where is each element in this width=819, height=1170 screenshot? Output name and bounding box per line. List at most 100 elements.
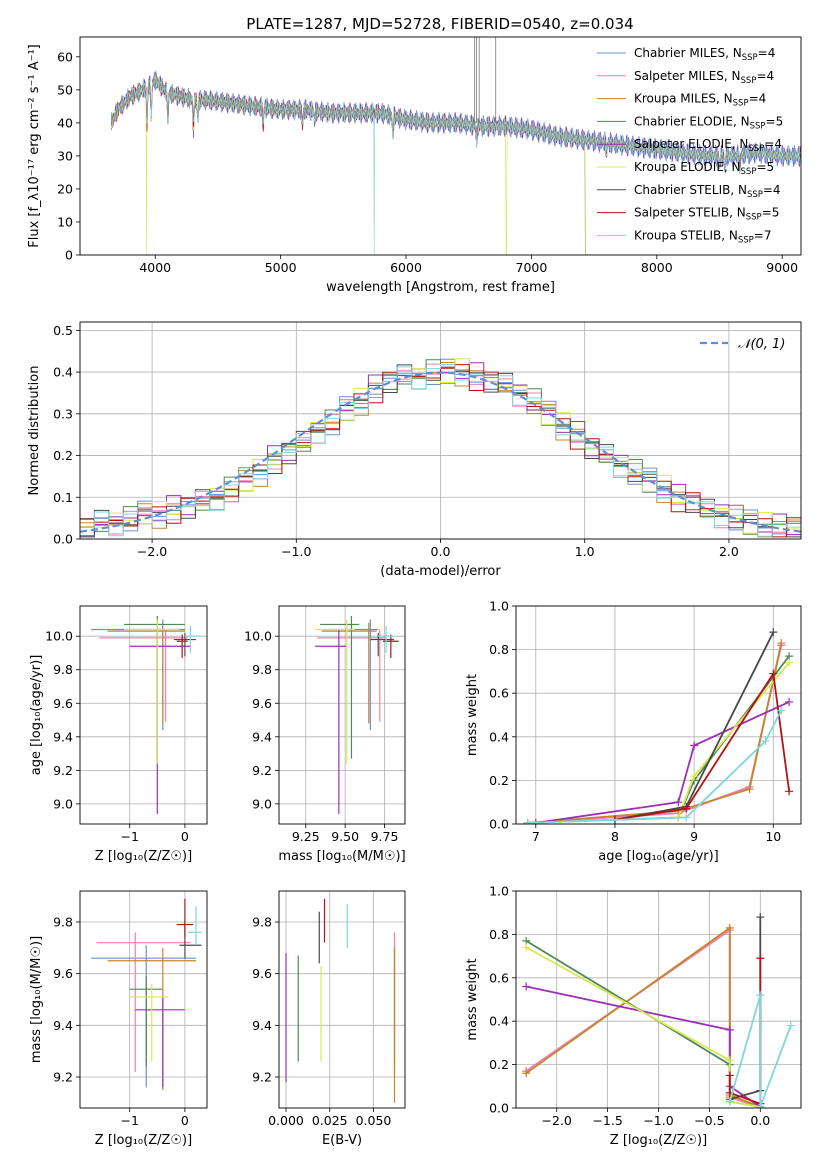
x-axis-label: age [log₁₀(age/yr)] [598, 849, 719, 864]
weight-marker-8 [777, 706, 786, 715]
y-tick-label: 0.2 [489, 773, 509, 788]
y-tick-label: 9.2 [252, 763, 272, 778]
weight-marker-2 [725, 923, 734, 932]
x-tick-label: 0.0 [431, 544, 451, 559]
y-axis-label: mass [log₁₀(M/M☉)] [29, 936, 44, 1063]
legend-label: Salpeter ELODIE, NSSP=4 [634, 137, 782, 154]
weight-marker-2 [745, 785, 754, 794]
x-axis-label: (data-model)/error [380, 564, 501, 579]
weight-marker-7 [785, 787, 794, 796]
legend-label: Chabrier MILES, NSSP=4 [634, 46, 775, 63]
x-axis-label: Z [log₁₀(Z/Z☉)] [95, 849, 192, 864]
y-tick-label: 9.2 [53, 1070, 73, 1085]
x-tick-label: 8000 [641, 260, 673, 275]
y-tick-label: 9.4 [252, 729, 272, 744]
y-tick-label: 9.8 [53, 915, 73, 930]
y-tick-label: 9.2 [252, 1070, 272, 1085]
legend-label: Salpeter MILES, NSSP=4 [634, 69, 774, 86]
weight-marker-7 [682, 804, 691, 813]
x-tick-label: −1.5 [592, 1113, 622, 1128]
weight-series-4 [535, 701, 790, 824]
y-axis-label: mass weight [465, 674, 480, 756]
y-tick-label: 0.4 [53, 365, 73, 380]
y-tick-label: 9.0 [252, 796, 272, 811]
y-tick-label: 10.0 [244, 629, 272, 644]
weight-marker-4 [674, 798, 683, 807]
residuals-panel: −2.0 −1.0 0.0 1.0 2.0 0.0 0.1 0.2 0.3 0.4 0.5 (data… [27, 321, 802, 579]
weight-marker-5 [725, 1056, 734, 1065]
weight-marker-7 [769, 669, 778, 678]
weight-series-5 [525, 946, 761, 1108]
y-tick-label: 10.0 [45, 629, 73, 644]
y-tick-label: 1.0 [489, 884, 509, 899]
y-axis-label: Normed distribution [27, 366, 42, 496]
weight-marker-4 [725, 1025, 734, 1034]
weight-marker-5 [785, 658, 794, 667]
x-tick-label: 6000 [390, 260, 422, 275]
y-tick-label: 9.6 [252, 696, 272, 711]
mass-weight-vs-age-panel: 7 8 9 10 0.0 0.2 0.4 0.6 0.8 1.0 age [log₁₀(age/yr… [465, 599, 802, 864]
axes-frame [278, 605, 406, 825]
x-tick-label: −2.0 [137, 544, 167, 559]
weight-marker-4 [785, 697, 794, 706]
y-tick-label: 0.0 [489, 1101, 509, 1116]
x-tick-label: 0.000 [268, 1113, 304, 1128]
y-tick-label: 9.8 [53, 662, 73, 677]
weight-series-0 [527, 645, 783, 824]
x-tick-label: 2.0 [719, 544, 739, 559]
x-axis-label: Z [log₁₀(Z/Z☉)] [610, 1133, 707, 1148]
y-tick-label: 0.4 [489, 729, 509, 744]
weight-marker-4 [690, 741, 699, 750]
x-tick-label: −1 [120, 1113, 138, 1128]
weight-marker-8 [756, 991, 765, 1000]
weight-marker-5 [522, 943, 531, 952]
y-tick-label: 0.2 [53, 448, 73, 463]
x-tick-label: −1 [120, 829, 138, 844]
x-axis-label: wavelength [Angstrom, rest frame] [326, 280, 555, 295]
weight-series-7 [728, 958, 762, 1105]
y-tick-label: 0.3 [53, 406, 73, 421]
y-tick-label: 0.1 [53, 490, 73, 505]
legend-label: Kroupa STELIB, NSSP=7 [634, 228, 772, 245]
y-tick-label: 0.0 [489, 817, 509, 832]
y-tick-label: 0.0 [53, 532, 73, 547]
weight-marker-8 [682, 813, 691, 822]
weight-series-5 [527, 662, 790, 824]
x-tick-label: −0.5 [694, 1113, 724, 1128]
y-tick-label: 9.6 [53, 696, 73, 711]
spectrum-legend: Chabrier MILES, NSSP=4 Salpeter MILES, NS… [597, 46, 783, 245]
y-tick-label: 30 [57, 148, 73, 163]
axes-frame [515, 605, 802, 825]
y-tick-label: 60 [57, 49, 73, 64]
weight-marker-2 [522, 1069, 531, 1078]
weight-series-1 [527, 645, 783, 824]
y-tick-label: 9.8 [252, 915, 272, 930]
axes-frame [79, 36, 802, 256]
y-tick-label: 9.4 [53, 1018, 73, 1033]
x-axis-label: mass [log₁₀(M/M☉)] [278, 849, 405, 864]
legend-label: Chabrier ELODIE, NSSP=5 [634, 114, 783, 131]
x-tick-label: 0 [181, 829, 189, 844]
weight-series-3 [527, 655, 790, 824]
spectrum-panel: 4000 5000 6000 7000 8000 9000 0 10 20 30 40 50 60 wav… [27, 36, 802, 295]
x-tick-label: 9.75 [371, 829, 399, 844]
x-tick-label: 0.050 [356, 1113, 392, 1128]
weight-marker-8 [756, 1102, 765, 1108]
axes-frame [278, 890, 406, 1109]
y-tick-label: 0.6 [489, 686, 509, 701]
mass-vs-ebv-panel: 0.000 0.025 0.050 9.2 9.4 9.6 9.8 E(B-V) [252, 890, 406, 1148]
y-tick-label: 10 [57, 214, 73, 229]
weight-series-8 [527, 710, 782, 824]
x-tick-label: 4000 [139, 260, 171, 275]
x-tick-label: 5000 [265, 260, 297, 275]
weight-marker-6 [769, 628, 778, 637]
y-tick-label: 0.8 [489, 642, 509, 657]
x-tick-label: 0 [181, 1113, 189, 1128]
age-vs-mass-panel: 9.25 9.50 9.75 9.0 9.2 9.4 9.6 9.8 10.0 mass [log… [244, 605, 406, 864]
x-tick-label: 9.50 [331, 829, 359, 844]
x-tick-label: 0.025 [312, 1113, 348, 1128]
weight-marker-4 [522, 982, 531, 991]
mass-weight-vs-metallicity-panel: −2.0 −1.5 −1.0 −0.5 0.0 0.0 0.2 0.4 0.6 0.8 1.0 Z [… [465, 884, 802, 1148]
axes-frame [515, 890, 802, 1109]
